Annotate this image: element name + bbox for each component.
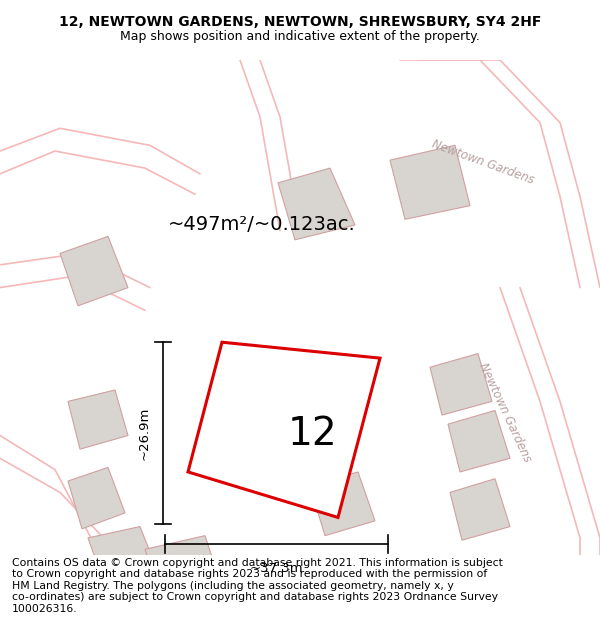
Text: 12: 12 xyxy=(287,415,337,452)
Text: Newtown Gardens: Newtown Gardens xyxy=(430,138,536,187)
Text: 12, NEWTOWN GARDENS, NEWTOWN, SHREWSBURY, SY4 2HF: 12, NEWTOWN GARDENS, NEWTOWN, SHREWSBURY… xyxy=(59,15,541,29)
Polygon shape xyxy=(278,168,355,240)
Text: Contains OS data © Crown copyright and database right 2021. This information is : Contains OS data © Crown copyright and d… xyxy=(12,558,503,614)
Polygon shape xyxy=(188,342,380,518)
Text: ~497m²/~0.123ac.: ~497m²/~0.123ac. xyxy=(168,216,356,234)
Text: Newtown Gardens: Newtown Gardens xyxy=(476,361,534,464)
Polygon shape xyxy=(390,146,470,219)
Polygon shape xyxy=(430,354,492,415)
Polygon shape xyxy=(145,536,220,595)
Text: ~37.3m: ~37.3m xyxy=(250,562,304,575)
Polygon shape xyxy=(68,390,128,449)
Polygon shape xyxy=(60,236,128,306)
Polygon shape xyxy=(450,479,510,540)
Polygon shape xyxy=(310,472,375,536)
Polygon shape xyxy=(88,526,158,586)
Polygon shape xyxy=(448,411,510,472)
Polygon shape xyxy=(68,468,125,529)
Text: Map shows position and indicative extent of the property.: Map shows position and indicative extent… xyxy=(120,30,480,43)
Text: ~26.9m: ~26.9m xyxy=(138,406,151,460)
